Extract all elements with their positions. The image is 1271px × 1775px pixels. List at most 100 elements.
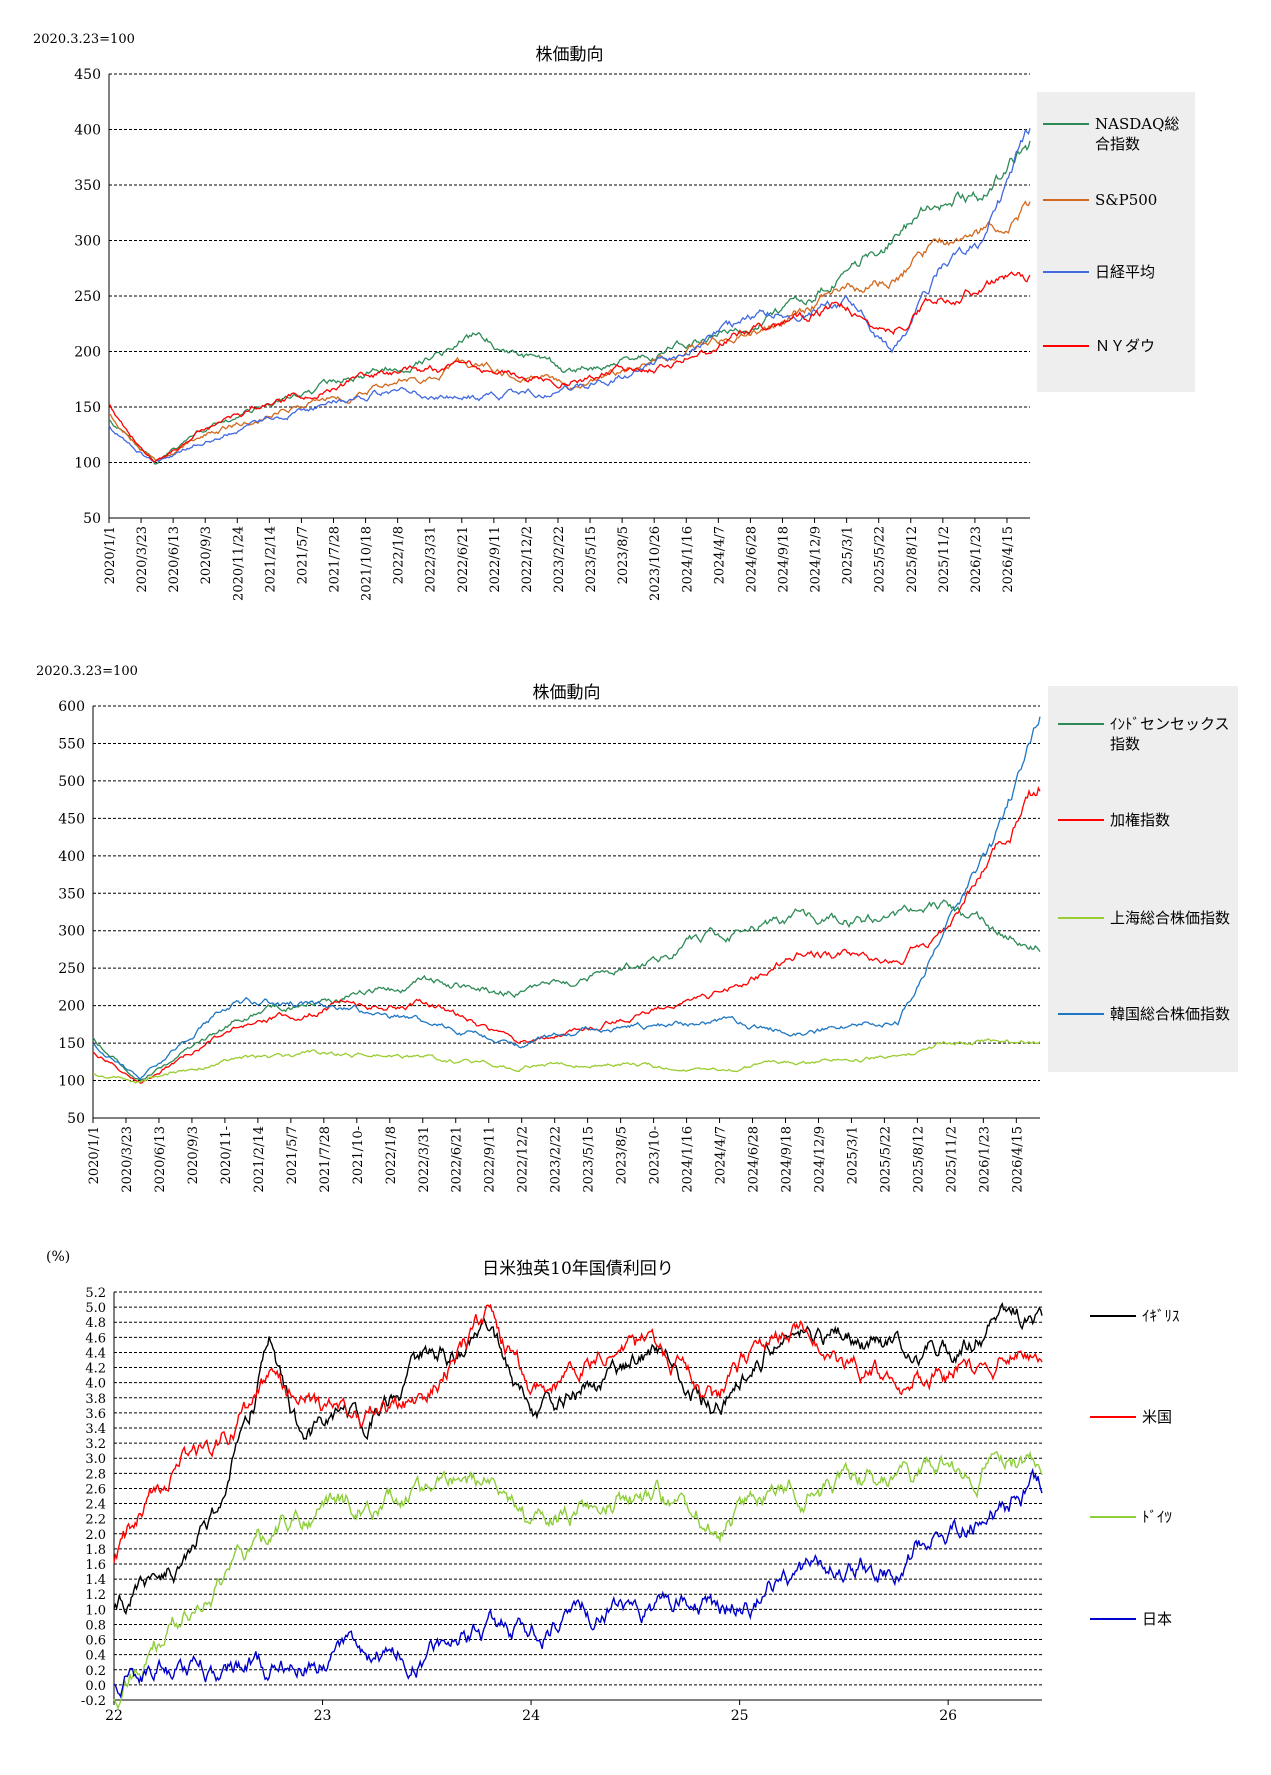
series-line-1 (113, 1303, 1043, 1564)
x-tick-label: 2021/7/28 (318, 1126, 333, 1193)
y-tick-label: 150 (58, 1036, 85, 1052)
y-tick-label: 3.0 (85, 1452, 106, 1467)
y-tick-label: 1.0 (85, 1603, 106, 1618)
series-line-2 (108, 128, 1031, 463)
legend-label: S&P500 (1095, 191, 1158, 209)
y-tick-label: 1.2 (85, 1588, 106, 1603)
y-tick-label: 600 (58, 699, 85, 715)
legend-label: ＮＹダウ (1095, 337, 1156, 355)
y-tick-label: 3.4 (85, 1422, 106, 1437)
x-tick-label: 2021/10/18 (360, 526, 375, 601)
x-tick-label: 2020/9/3 (186, 1126, 201, 1184)
y-tick-label: 2.0 (85, 1528, 106, 1543)
series-line-0 (113, 1301, 1043, 1616)
series-line-0 (92, 899, 1041, 1081)
y-tick-label: 400 (58, 849, 85, 865)
y-tick-label: 0.6 (85, 1634, 106, 1649)
legend-us-jp: NASDAQ総合指数 S&P500 日経平均 ＮＹダウ (1037, 92, 1195, 392)
legend-item-taiex: 加権指数 (1058, 810, 1234, 830)
x-tick-label: 2024/4/7 (712, 526, 727, 584)
legend-label: 上海総合株価指数 (1110, 909, 1231, 927)
x-tick-label: 2022/12/2 (520, 526, 535, 593)
x-tick-label: 2024/6/28 (747, 1126, 762, 1193)
x-tick-label: 2023/8/5 (615, 1126, 630, 1184)
y-tick-label: 100 (58, 1074, 85, 1090)
x-tick-label: 2025/5/22 (878, 1126, 893, 1193)
x-tick-label: 2025/5/22 (873, 526, 888, 593)
x-tick-label: 2021/5/7 (295, 526, 310, 584)
index-note: 2020.3.23=100 (33, 32, 135, 47)
y-tick-label: 5.2 (85, 1286, 106, 1301)
legend-item-germany: ﾄﾞｲﾂ (1090, 1507, 1232, 1527)
y-tick-label: 150 (74, 400, 101, 416)
legend-swatch (1090, 1416, 1136, 1418)
chart-title: 日米独英10年国債利回り (482, 1259, 674, 1279)
y-tick-label: 350 (58, 886, 85, 902)
legend-label: 加権指数 (1110, 811, 1171, 829)
y-tick-label: 400 (74, 123, 101, 139)
x-tick-label: 2025/11/2 (944, 1126, 959, 1193)
legend-item-sensex: ｲﾝﾄﾞセンセックス指数 (1058, 714, 1234, 754)
legend-swatch (1058, 1013, 1104, 1015)
x-tick-label: 2024/9/18 (779, 1126, 794, 1193)
y-tick-label: 3.8 (85, 1392, 106, 1407)
x-tick-label: 2024/1/16 (680, 526, 695, 593)
legend-swatch (1043, 345, 1089, 347)
legend-item-shanghai: 上海総合株価指数 (1058, 908, 1234, 928)
legend-item-uk: ｲｷﾞﾘｽ (1090, 1306, 1232, 1326)
legend-label: NASDAQ総合指数 (1095, 115, 1180, 153)
legend-swatch (1058, 723, 1104, 725)
chart-asia-plot: 株価動向 50 100 150 200 250 300 350 400 450 500 550 600 2… (58, 683, 1041, 1193)
x-tick-label: 2022/9/11 (488, 526, 503, 593)
x-tick-label: 2022/9/11 (483, 1126, 498, 1193)
y-tick-label: 4.8 (85, 1316, 106, 1331)
y-tick-label: -0.2 (81, 1694, 106, 1709)
series-line-2 (92, 1038, 1041, 1084)
y-tick-label: 2.6 (85, 1482, 106, 1497)
x-tick-label: 2026/1/23 (977, 1126, 992, 1193)
x-tick-label: 2020/1/1 (103, 526, 118, 584)
x-tick-label: 2023/10- (648, 1126, 663, 1184)
y-tick-label: 4.4 (85, 1346, 106, 1361)
x-tick-label: 2026/1/23 (969, 526, 984, 593)
chart-panel-yields: (%) 日米独英10年国債利回り -0.2 0.0 0.2 0.4 0.6 0.8 1.0 1.… (0, 1235, 1271, 1775)
legend-swatch (1043, 271, 1089, 273)
series-line-0 (108, 140, 1031, 465)
y-tick-label: 250 (74, 289, 101, 305)
x-tick-label: 2022/3/31 (424, 526, 439, 593)
chart-title: 株価動向 (533, 683, 601, 703)
x-tick-label: 25 (731, 1708, 749, 1724)
legend-swatch (1043, 123, 1089, 125)
y-tick-label: 500 (58, 774, 85, 790)
x-tick-label: 2024/9/18 (776, 526, 791, 593)
y-tick-label: 50 (83, 511, 101, 527)
x-tick-label: 2022/3/31 (417, 1126, 432, 1193)
x-tick-label: 2020/9/3 (199, 526, 214, 584)
y-tick-label: 550 (58, 736, 85, 752)
y-tick-label: 2.2 (85, 1513, 106, 1528)
x-tick-label: 2024/4/7 (714, 1126, 729, 1184)
series-line-2 (113, 1450, 1043, 1711)
y-tick-label: 4.2 (85, 1362, 106, 1377)
y-tick-label: 1.8 (85, 1543, 106, 1558)
x-tick-label: 2021/2/14 (252, 1126, 267, 1193)
chart-panel-asia: 2020.3.23=100 株価動向 50 100 150 200 250 300 350 40… (0, 660, 1271, 1220)
x-tick-label: 2020/6/13 (153, 1126, 168, 1193)
series-line-3 (92, 716, 1041, 1080)
x-tick-label: 2023/8/5 (616, 526, 631, 584)
x-tick-label: 2024/6/28 (744, 526, 759, 593)
y-tick-label: 4.6 (85, 1331, 106, 1346)
x-tick-label: 2020/1/1 (87, 1126, 102, 1184)
series-line-3 (113, 1467, 1043, 1699)
y-tick-label: 0.2 (85, 1664, 106, 1679)
x-tick-label: 2020/3/23 (135, 526, 150, 593)
x-tick-label: 2023/5/15 (582, 1126, 597, 1193)
chart-panel-us-jp: 2020.3.23=100 株価動向 50 100 150 200 250 300 350 40… (0, 0, 1271, 640)
y-tick-label: 250 (58, 961, 85, 977)
legend-asia: ｲﾝﾄﾞセンセックス指数 加権指数 上海総合株価指数 韓国総合株価指数 (1048, 686, 1238, 1072)
chart-yields-plot: 日米独英10年国債利回り -0.20.00.20.40.60.81.01.21.4… (81, 1259, 1043, 1724)
x-tick-label: 2022/6/21 (456, 526, 471, 593)
x-tick-label: 2023/2/22 (552, 526, 567, 593)
x-tick-label: 2021/2/14 (263, 526, 278, 593)
x-tick-label: 23 (314, 1708, 332, 1724)
